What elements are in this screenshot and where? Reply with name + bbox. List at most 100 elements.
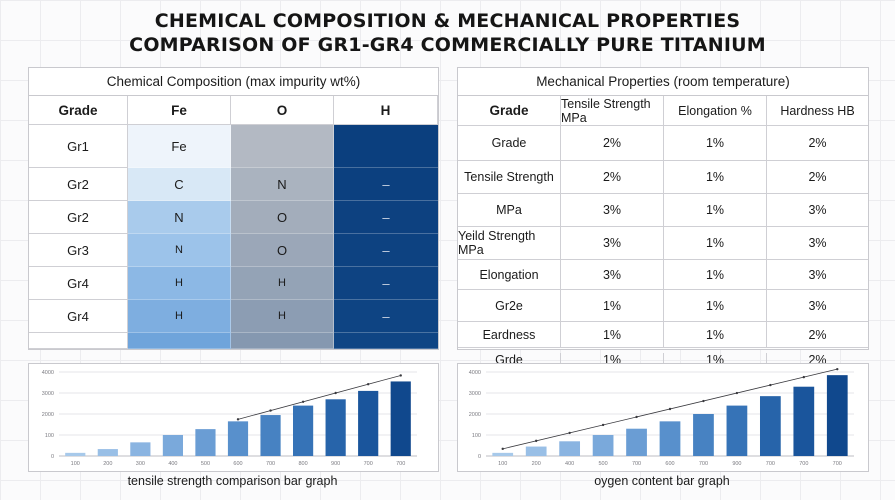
mech-cell-elongation: 1% [664,161,767,194]
mech-cell-grade: MPa [458,194,561,227]
chem-cell-o: O [231,201,334,234]
trend-point [769,383,772,387]
bar [195,429,216,456]
chem-header-o: O [231,96,334,125]
chem-cell-o: O [231,234,334,267]
oxygen-content-chart: 0 100 2000 3000 4000 100 200 400 500 700 600 700 900… [457,363,869,472]
mech-cell-elongation: 1% [664,227,767,260]
chem-cell-fe: C [128,168,231,201]
trend-point [366,383,370,386]
mech-cell-tensile-strength: 2% [561,161,664,194]
chem-cell-fe [128,333,231,349]
chem-cell-fe: N [128,234,231,267]
chem-cell-h: – [334,234,438,267]
y-tick-label: 4000 [469,370,481,376]
chem-cell-o: H [231,267,334,300]
x-tick-label: 200 [532,461,541,467]
chem-cell-h: – [334,267,438,300]
x-tick-label: 700 [766,461,775,467]
page-title-line1: CHEMICAL COMPOSITION & MECHANICAL PROPER… [154,10,741,32]
chem-cell-fe: Fe [128,125,231,168]
trend-point [635,415,638,419]
bar [793,386,815,456]
trend-point [601,423,605,427]
chem-cell-o: H [231,300,334,333]
trend-point [735,391,739,395]
bar [130,442,151,456]
mech-cell-tensile-strength: 3% [561,260,664,290]
x-tick-label: 200 [103,461,112,467]
x-tick-label: 400 [565,461,574,467]
oxygen-chart-caption: oygen content bar graph [594,474,730,488]
x-tick-label: 700 [699,461,708,467]
trend-line [237,375,401,420]
trend-point [668,407,672,411]
chem-cell-fe: H [128,267,231,300]
x-tick-label: 500 [201,461,210,467]
mechanical-properties-table: Mechanical Properties (room temperature)… [457,67,869,367]
bar [726,405,748,456]
x-tick-label: 700 [799,461,808,467]
y-tick-label: 100 [45,433,54,439]
chem-cell-grade [29,333,128,349]
y-tick-label: 3000 [42,391,54,397]
x-tick-label: 700 [632,461,641,467]
tensile-strength-chart: 0 100 2000 3000 4000 100 200 300 400 500 600 700 800… [28,363,439,472]
y-tick-label: 4000 [42,370,54,376]
chem-cell-h: – [334,168,438,201]
chem-cell-h [334,125,438,168]
mech-cell-hardness: 3% [767,260,868,290]
trend-point [269,409,272,412]
x-tick-label: 100 [498,461,507,467]
mech-cell-tensile-strength: 1% [561,290,664,322]
chem-cell-grade: Gr2 [29,168,128,201]
mech-cell-hardness: 3% [767,227,868,260]
x-tick-label: 600 [233,461,242,467]
bar [492,452,514,456]
bar [358,390,379,456]
mech-cell-tensile-strength: 3% [561,194,664,227]
chem-header-h: H [334,96,438,125]
trend-point [501,447,504,451]
mech-cell-grade: Tensile Strength [458,161,561,194]
mech-header-hardness: Hardness HB [767,96,868,126]
mech-cell-hardness: 2% [767,126,868,161]
mech-cell-elongation: 1% [664,260,767,290]
x-tick-label: 300 [136,461,145,467]
x-tick-label: 700 [833,461,842,467]
tensile-chart-caption: tensile strength comparison bar graph [127,474,338,488]
tensile-strength-bar-chart: 0 100 2000 3000 4000 100 200 300 400 500 600 700 800… [42,370,417,467]
mech-cell-grade: Grade [458,126,561,161]
trend-point [399,374,402,377]
mech-cell-tensile-strength: 2% [561,126,664,161]
bar [227,421,249,456]
bar [559,441,581,456]
trend-point [836,367,839,371]
mech-cell-hardness: 3% [767,290,868,322]
mech-header-grade: Grade [458,96,561,126]
x-tick-label: 100 [71,461,80,467]
y-tick-label: 2000 [469,412,481,418]
chem-cell-h: – [334,300,438,333]
mech-cell-grade: Gr2e [458,290,561,322]
bar [759,396,781,456]
x-tick-label: 700 [364,461,373,467]
mech-header-elongation: Elongation % [664,96,767,126]
x-tick-label: 400 [168,461,177,467]
mech-cell-tensile-strength: 1% [561,322,664,348]
bar [97,449,118,456]
mech-cell-grade: Eardness [458,322,561,348]
chem-cell-fe: H [128,300,231,333]
chem-cell-o [231,333,334,349]
chem-cell-o: N [231,168,334,201]
chem-cell-grade: Gr3 [29,234,128,267]
y-tick-label: 100 [472,433,481,439]
x-tick-label: 500 [598,461,607,467]
trend-point [236,418,240,421]
chem-cell-grade: Gr4 [29,300,128,333]
bar [390,381,411,456]
trend-point [301,400,305,403]
y-tick-label: 3000 [469,391,481,397]
mech-header-tensile-strength: Tensile Strength MPa [561,96,664,126]
mech-cell-elongation: 1% [664,126,767,161]
